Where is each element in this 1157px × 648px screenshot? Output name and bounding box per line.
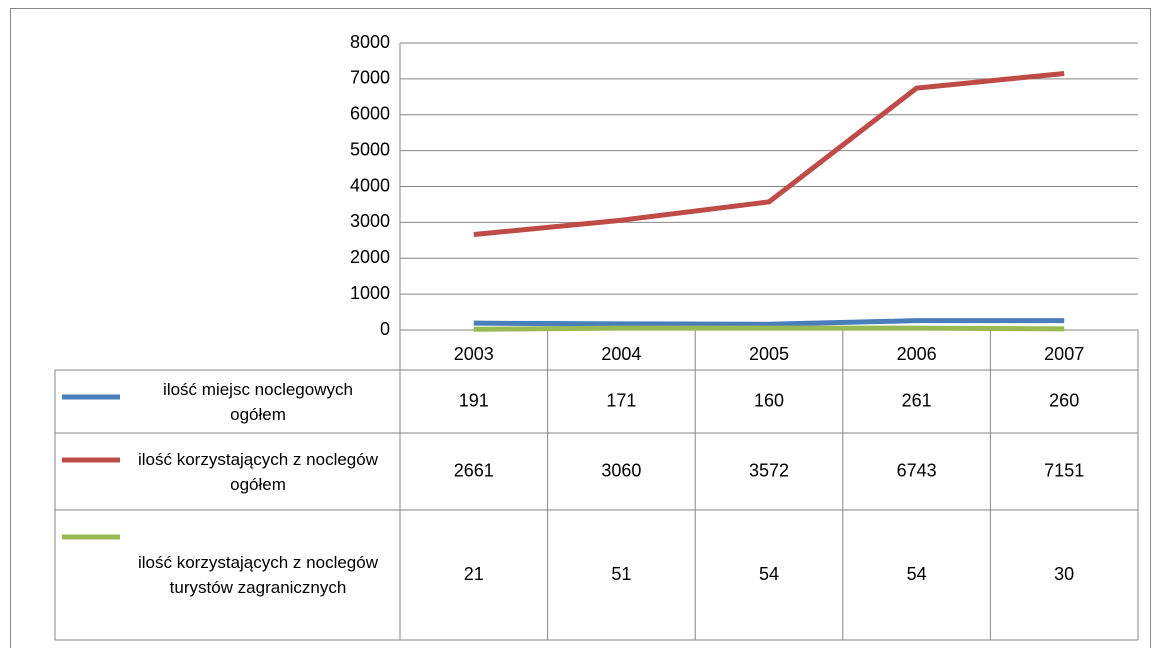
table-value: 171 — [606, 390, 636, 410]
y-tick-label: 7000 — [350, 68, 390, 88]
legend-label: ilość korzystających z noclegów ogółem — [138, 449, 378, 494]
table-value: 6743 — [897, 460, 937, 480]
table-value: 54 — [907, 564, 927, 584]
table-value: 3572 — [749, 460, 789, 480]
x-tick-label: 2004 — [601, 344, 641, 364]
table-value: 51 — [611, 564, 631, 584]
y-tick-label: 1000 — [350, 283, 390, 303]
x-tick-label: 2003 — [454, 344, 494, 364]
series-line — [473, 318, 1065, 327]
series-line — [473, 70, 1065, 238]
table-value: 21 — [464, 564, 484, 584]
table-value: 191 — [459, 390, 489, 410]
table-value: 2661 — [454, 460, 494, 480]
y-tick-label: 8000 — [350, 32, 390, 52]
y-tick-label: 6000 — [350, 104, 390, 124]
table-value: 30 — [1054, 564, 1074, 584]
y-tick-label: 5000 — [350, 139, 390, 159]
x-tick-label: 2005 — [749, 344, 789, 364]
y-tick-label: 2000 — [350, 247, 390, 267]
chart-border — [10, 8, 1151, 648]
table-value: 160 — [754, 390, 784, 410]
series-line — [473, 325, 1065, 332]
table-value: 54 — [759, 564, 779, 584]
y-tick-label: 0 — [380, 319, 390, 339]
legend-label: ilość miejsc noclegowych ogółem — [163, 379, 353, 424]
y-tick-label: 3000 — [350, 211, 390, 231]
table-value: 7151 — [1044, 460, 1084, 480]
table-value: 260 — [1049, 390, 1079, 410]
legend-label: ilość korzystających z noclegów turystów… — [138, 553, 378, 597]
y-tick-label: 4000 — [350, 175, 390, 195]
x-tick-label: 2006 — [897, 344, 937, 364]
x-tick-label: 2007 — [1044, 344, 1084, 364]
table-value: 3060 — [601, 460, 641, 480]
table-value: 261 — [902, 390, 932, 410]
